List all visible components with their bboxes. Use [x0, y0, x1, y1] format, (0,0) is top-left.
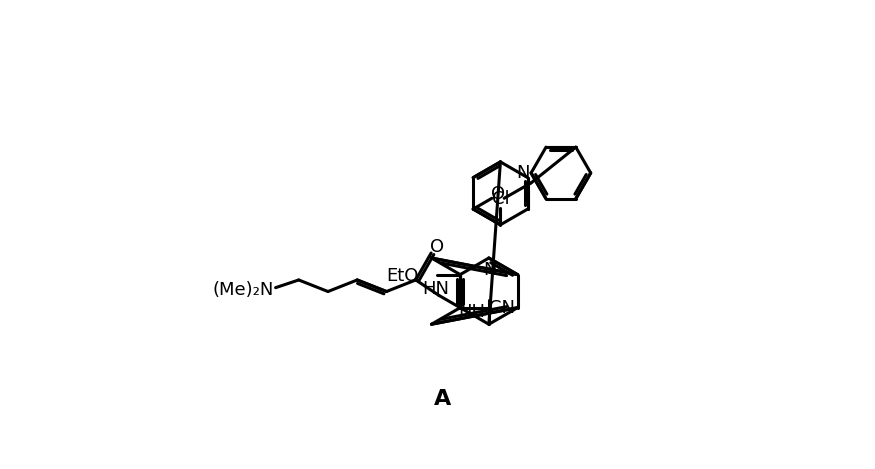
Text: O: O	[491, 185, 505, 203]
Text: A: A	[434, 389, 452, 409]
Text: (Me)₂N: (Me)₂N	[213, 281, 274, 299]
Text: EtO: EtO	[386, 267, 418, 285]
Text: Cl: Cl	[492, 189, 509, 208]
Text: N: N	[484, 261, 497, 280]
Text: NH: NH	[458, 303, 486, 321]
Text: O: O	[430, 238, 444, 256]
Text: N: N	[516, 164, 530, 182]
Text: HN: HN	[422, 280, 449, 298]
Text: CN: CN	[489, 299, 514, 317]
